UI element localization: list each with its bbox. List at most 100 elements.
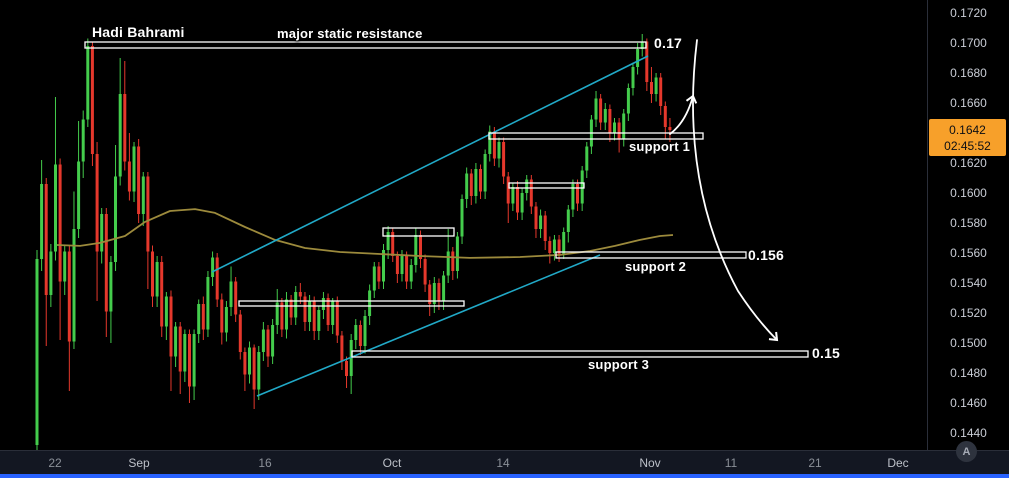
candle-body (345, 361, 348, 376)
candle-body (104, 214, 108, 312)
candle-body (215, 257, 219, 300)
drop-to-support3-arrow (692, 39, 779, 342)
candle-body (437, 283, 441, 301)
minor-level-0.1605-line (508, 182, 585, 189)
candle-body (465, 173, 469, 199)
candle-body (35, 259, 39, 445)
price-tick: 0.1720 (950, 6, 987, 20)
candle-body (155, 262, 159, 297)
time-tick: 11 (724, 456, 738, 470)
candle-body (377, 266, 381, 282)
candlestick-chart[interactable] (0, 0, 927, 450)
candle-body (368, 290, 372, 316)
watermark-author-text[interactable]: Hadi Bahrami (92, 24, 185, 40)
axis-separator (927, 0, 928, 450)
price-tick: 0.1560 (950, 246, 987, 260)
price-tick: 0.1460 (950, 396, 987, 410)
candle-body (151, 251, 154, 297)
candle-body (109, 262, 113, 312)
moving-average-line[interactable] (56, 208, 674, 259)
candle-body (659, 77, 663, 106)
candle-body (529, 179, 533, 207)
time-tick: 16 (258, 456, 272, 470)
window-edge-accent (0, 474, 1009, 478)
candle-body (636, 49, 640, 67)
candle-body (86, 46, 90, 120)
candle-body (49, 251, 53, 295)
candle-body (622, 113, 626, 139)
support-1-label[interactable]: support 1 (629, 139, 691, 154)
candle-body (617, 122, 621, 139)
candle-body (44, 184, 48, 295)
a-button[interactable]: A (956, 441, 977, 462)
scenario-arrows[interactable] (669, 39, 779, 342)
candle-body (197, 304, 201, 334)
price-tick: 0.1500 (950, 336, 987, 350)
candle-body (580, 170, 584, 204)
candle-body (211, 257, 215, 277)
candle-body (127, 161, 131, 192)
candle-body (238, 314, 242, 352)
candle-body (280, 302, 284, 330)
candle-body (492, 131, 496, 159)
candle-body (331, 301, 335, 325)
time-tick: 21 (808, 456, 822, 470)
minor-level-0.1527-line (238, 300, 465, 307)
candle-body (340, 335, 344, 361)
candle-body (285, 299, 288, 330)
time-tick: Sep (128, 456, 150, 470)
support-resistance-lines[interactable] (84, 41, 809, 358)
candle-body (335, 301, 339, 336)
candle-body (506, 176, 510, 204)
support-3-label[interactable]: support 3 (588, 357, 650, 372)
candle-body (654, 77, 658, 94)
major-static-resistance-line (84, 41, 647, 49)
candle-body (386, 232, 390, 250)
candle-body (497, 142, 501, 159)
candle-body (160, 262, 164, 327)
candle-body (67, 251, 71, 342)
candle-body (303, 296, 307, 322)
resistance-label[interactable]: major static resistance (277, 26, 423, 41)
candle-body (298, 292, 302, 297)
candle-body (326, 298, 330, 325)
candle-body (266, 329, 270, 357)
candle-body (474, 169, 478, 196)
candle-body (358, 325, 362, 346)
price-tick: 0.1700 (950, 36, 987, 50)
channel-lower (256, 254, 601, 397)
support-3-line (351, 350, 809, 358)
candle-body (423, 259, 427, 285)
candle-body (650, 82, 653, 94)
candle-body (234, 281, 238, 315)
resistance-price-label[interactable]: 0.17 (654, 35, 683, 51)
candle-body (511, 187, 515, 204)
candle-body (594, 98, 598, 120)
ascending-channel-lines[interactable] (211, 55, 649, 397)
time-tick: 22 (48, 456, 62, 470)
support-2-label[interactable]: support 2 (625, 259, 687, 274)
price-axis[interactable]: 0.1642 02:45:52 0.1720 0.1700 0.1680 0.1660… (928, 0, 1009, 450)
candle-body (192, 334, 196, 387)
support-3-price-label[interactable]: 0.15 (812, 345, 841, 361)
candle-body (100, 214, 104, 252)
candle-body (372, 266, 376, 291)
candle-body (640, 41, 644, 49)
candle-body (391, 232, 395, 256)
candle-body (252, 347, 256, 390)
candle-body (603, 109, 607, 123)
candle-body (534, 206, 538, 229)
candle-body (613, 122, 616, 133)
support-2-price-label[interactable]: 0.156 (748, 247, 785, 263)
candle-body (220, 299, 224, 333)
candle-body (114, 176, 117, 262)
candle-body (224, 307, 228, 333)
candle-body (271, 325, 275, 357)
candle-body (308, 301, 312, 322)
candle-body (432, 283, 436, 304)
price-tick: 0.1480 (950, 366, 987, 380)
time-axis[interactable]: 22 Sep 16 Oct 14 Nov 11 21 Dec (0, 450, 1009, 475)
candle-body (72, 229, 76, 342)
countdown-timer: 02:45:52 (944, 138, 991, 153)
